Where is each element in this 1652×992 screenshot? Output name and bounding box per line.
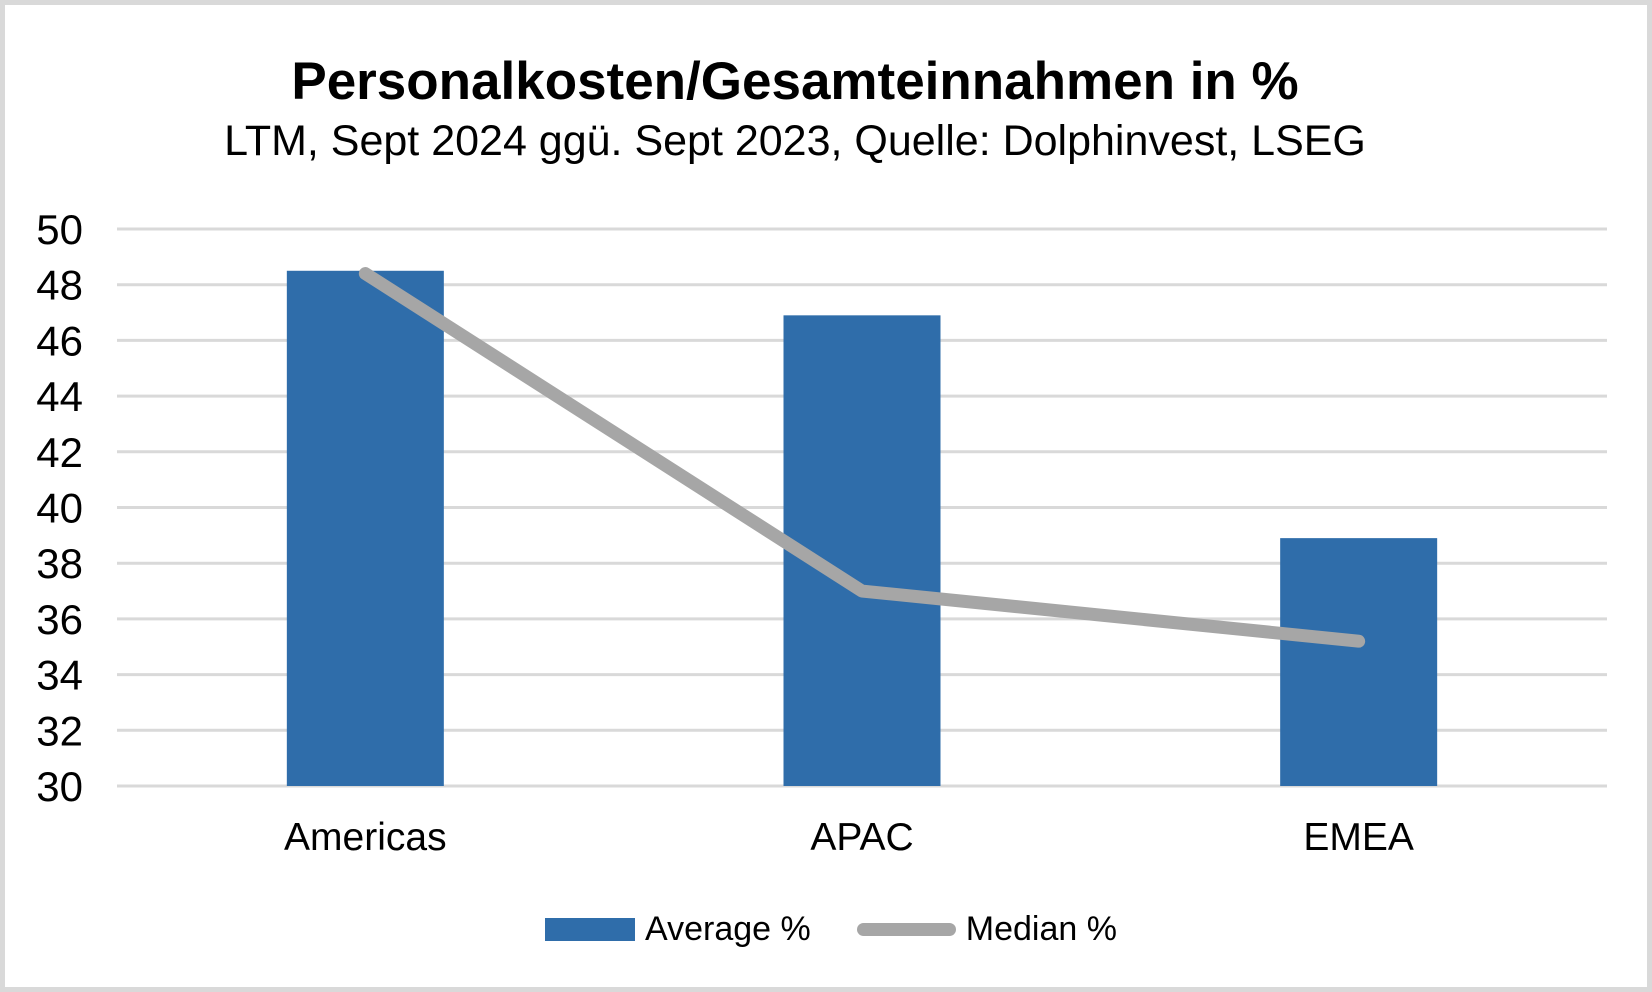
legend-item-median: Median % (856, 909, 1117, 949)
y-axis-tick-label: 40 (36, 485, 83, 532)
x-axis-category-label: APAC (810, 816, 913, 859)
y-axis-tick-label: 46 (36, 317, 83, 364)
bar-emea (1280, 538, 1438, 786)
median-line (358, 267, 1366, 648)
y-axis-tick-label: 30 (36, 763, 83, 810)
y-axis-tick-label: 32 (36, 707, 83, 754)
x-axis-category-label: Americas (284, 816, 447, 859)
average-bar-swatch (545, 917, 636, 941)
legend-label-average: Average % (645, 909, 811, 948)
plot-area: 30 32 34 36 38 40 42 44 46 48 50 Americas APAC EMEA (36, 206, 1607, 859)
chart-title: Personalkosten/Gesamteinnahmen in % (291, 52, 1299, 111)
legend-label-median: Median % (965, 909, 1117, 948)
y-axis-tick-label: 36 (36, 596, 83, 643)
median-line-swatch (856, 922, 956, 936)
legend-item-average: Average % (545, 910, 811, 949)
chart-subtitle: LTM, Sept 2024 ggü. Sept 2023, Quelle: D… (224, 117, 1366, 165)
x-axis-category-label: EMEA (1303, 816, 1414, 859)
bar-americas (286, 270, 444, 786)
y-axis-tick-label: 48 (36, 262, 83, 309)
y-axis-tick-label: 34 (36, 652, 83, 699)
y-axis-tick-label: 38 (36, 540, 83, 587)
y-axis-tick-label: 50 (36, 206, 83, 253)
legend: Average % Median % (5, 903, 1647, 955)
y-axis-tick-label: 44 (36, 373, 83, 420)
y-axis-tick-label: 42 (36, 429, 83, 476)
